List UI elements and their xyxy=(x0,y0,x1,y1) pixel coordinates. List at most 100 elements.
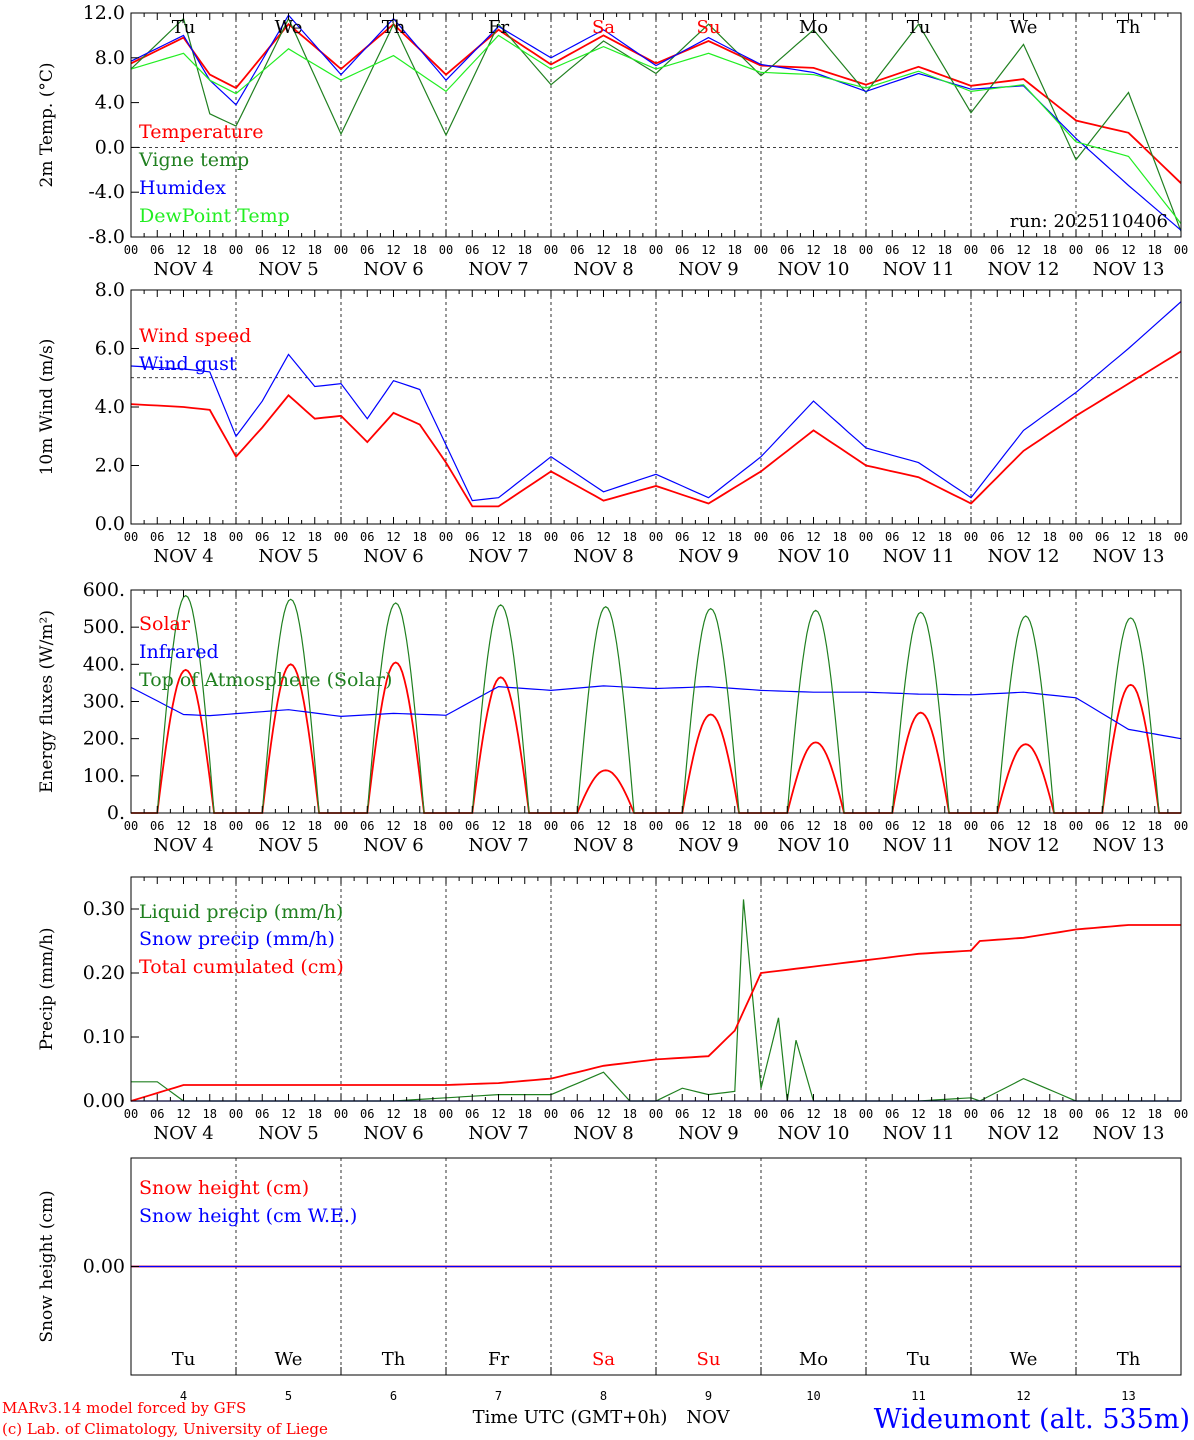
day-name: Th xyxy=(382,17,406,38)
hour-label: 00 xyxy=(649,243,663,257)
lab-credit: (c) Lab. of Climatology, University of L… xyxy=(2,1420,328,1438)
hour-label: 18 xyxy=(728,819,742,833)
series-line-1 xyxy=(130,350,1182,508)
date-label: NOV 11 xyxy=(883,546,955,567)
panel-1: 00 06 12 18 00 06 12 18 00 06 12 18 00 06 12 18 00 06 12 18… xyxy=(37,2,1188,280)
hour-label: 00 xyxy=(544,243,558,257)
hour-label: 12 xyxy=(701,530,715,544)
day-number: 6 xyxy=(390,1389,397,1403)
date-label: NOV 4 xyxy=(153,835,213,856)
hour-label: 06 xyxy=(780,530,794,544)
hour-label: 12 xyxy=(281,819,295,833)
legend-entry: Top of Atmosphere (Solar) xyxy=(139,669,392,691)
hour-label: 00 xyxy=(859,243,873,257)
hour-label: 18 xyxy=(203,530,217,544)
hour-label: 06 xyxy=(780,243,794,257)
hour-label: 06 xyxy=(360,530,374,544)
hour-label: 18 xyxy=(413,1107,427,1121)
date-label: NOV 7 xyxy=(468,835,528,856)
hour-label: 18 xyxy=(1148,1107,1162,1121)
hour-label: 18 xyxy=(518,819,532,833)
hour-label: 12 xyxy=(1121,1107,1135,1121)
y-tick-label: 8.0 xyxy=(95,279,125,301)
y-tick-label: 0.0 xyxy=(95,513,125,535)
hour-label: 18 xyxy=(623,819,637,833)
legend-entry: Total cumulated (cm) xyxy=(139,956,344,978)
date-label: NOV 8 xyxy=(573,259,633,280)
hour-label: 18 xyxy=(413,819,427,833)
y-tick-label: 4.0 xyxy=(95,396,125,418)
run-annotation: run: 2025110406 xyxy=(1010,211,1168,232)
hour-label: 18 xyxy=(1148,243,1162,257)
hour-label: 18 xyxy=(518,1107,532,1121)
legend-entry: Snow precip (mm/h) xyxy=(139,928,335,950)
hour-label: 12 xyxy=(281,530,295,544)
date-label: NOV 4 xyxy=(153,259,213,280)
date-label: NOV 8 xyxy=(573,546,633,567)
hour-label: 12 xyxy=(806,530,820,544)
date-label: NOV 9 xyxy=(678,1123,738,1144)
series-line-3 xyxy=(130,924,1181,1102)
hour-label: 00 xyxy=(124,819,138,833)
y-tick-label: 0.30 xyxy=(83,898,125,920)
date-label: NOV 12 xyxy=(988,259,1060,280)
hour-label: 00 xyxy=(1069,819,1083,833)
date-label: NOV 8 xyxy=(573,1123,633,1144)
day-number: 12 xyxy=(1016,1389,1030,1403)
hour-label: 18 xyxy=(308,530,322,544)
hour-label: 18 xyxy=(518,530,532,544)
day-name: Tu xyxy=(907,17,931,38)
y-axis-label: 2m Temp. (°C) xyxy=(37,62,57,187)
day-number: 13 xyxy=(1121,1389,1135,1403)
date-label: NOV 13 xyxy=(1093,835,1165,856)
hour-label: 06 xyxy=(885,530,899,544)
date-label: NOV 12 xyxy=(988,546,1060,567)
hour-label: 18 xyxy=(1148,819,1162,833)
hour-label: 00 xyxy=(964,1107,978,1121)
day-number: 8 xyxy=(600,1389,607,1403)
hour-label: 06 xyxy=(990,1107,1004,1121)
hour-label: 06 xyxy=(255,243,269,257)
hour-label: 00 xyxy=(229,819,243,833)
day-name: We xyxy=(275,1349,303,1370)
day-number: 5 xyxy=(285,1389,292,1403)
hour-label: 00 xyxy=(1174,819,1188,833)
date-label: NOV 7 xyxy=(468,259,528,280)
date-label: NOV 12 xyxy=(988,1123,1060,1144)
hour-label: 12 xyxy=(1121,530,1135,544)
hour-label: 00 xyxy=(1174,243,1188,257)
y-tick-label: 400. xyxy=(83,653,125,675)
date-label: NOV 4 xyxy=(153,546,213,567)
date-label: NOV 6 xyxy=(363,1123,423,1144)
panel-5: Tu We Th Fr Sa Su Mo Tu We Th 4 5 6 7 8 9 10 11 12 13 0.00 Sn… xyxy=(37,1157,1182,1403)
hour-label: 18 xyxy=(938,1107,952,1121)
hour-label: 06 xyxy=(360,819,374,833)
date-label: NOV 4 xyxy=(153,1123,213,1144)
hour-label: 00 xyxy=(439,1107,453,1121)
hour-label: 18 xyxy=(833,530,847,544)
hour-label: 12 xyxy=(1016,243,1030,257)
day-name: Mo xyxy=(799,17,828,38)
y-tick-label: 2.0 xyxy=(95,455,125,477)
hour-label: 12 xyxy=(1121,819,1135,833)
plot-frame xyxy=(130,589,1182,814)
panel-4: 00 06 12 18 00 06 12 18 00 06 12 18 00 06 12 18 00 06 12 18… xyxy=(37,876,1188,1144)
hour-label: 00 xyxy=(859,819,873,833)
day-name: Tu xyxy=(172,1349,196,1370)
date-label: NOV 8 xyxy=(573,835,633,856)
legend-entry: Infrared xyxy=(139,641,219,663)
date-label: NOV 10 xyxy=(778,835,850,856)
hour-label: 00 xyxy=(229,243,243,257)
hour-label: 06 xyxy=(885,819,899,833)
hour-label: 00 xyxy=(334,819,348,833)
hour-label: 18 xyxy=(623,1107,637,1121)
series-line-4 xyxy=(130,34,1182,224)
day-name: Tu xyxy=(172,17,196,38)
hour-label: 06 xyxy=(570,1107,584,1121)
y-tick-label: 300. xyxy=(83,691,125,713)
hour-label: 12 xyxy=(386,819,400,833)
hour-label: 12 xyxy=(491,530,505,544)
hour-label: 12 xyxy=(911,819,925,833)
hour-label: 06 xyxy=(675,1107,689,1121)
